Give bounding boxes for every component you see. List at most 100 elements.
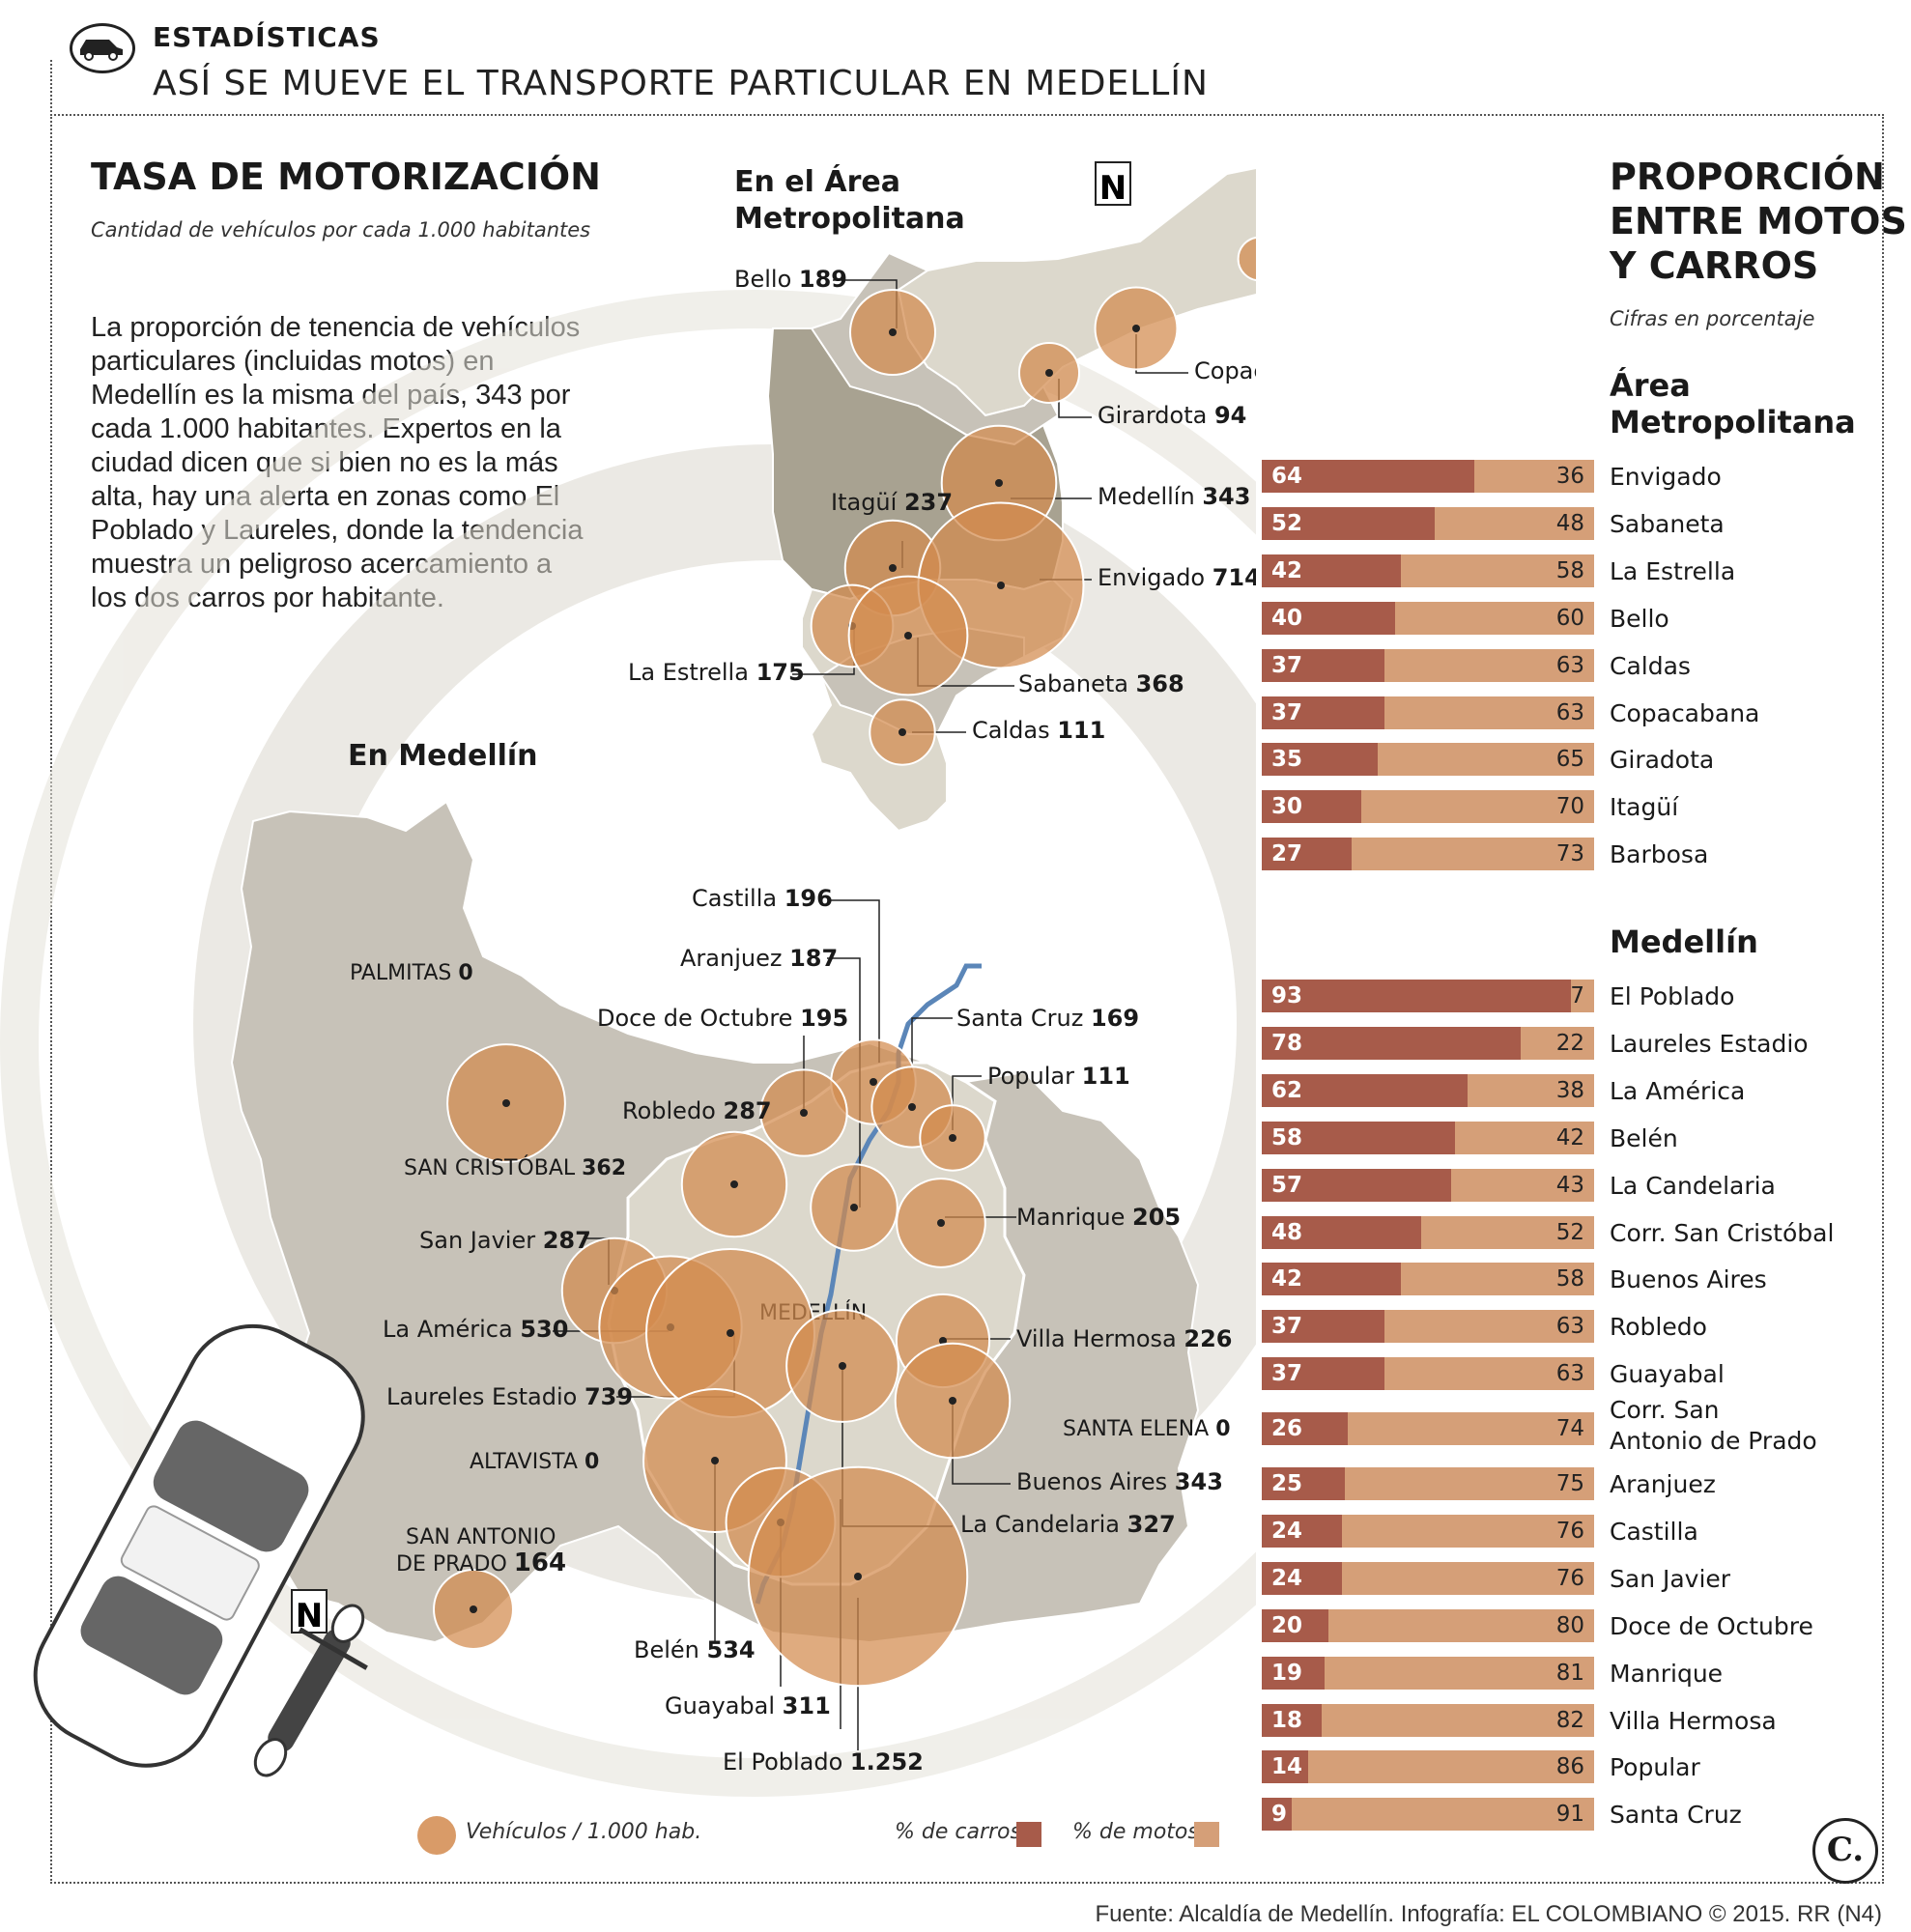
bubble-dot-villa-hermosa [939,1337,947,1345]
bar-cars-segment [1262,1026,1522,1060]
label-la-candelaria: La Candelaria 327 [960,1511,1176,1538]
bar-row: 24 76 [1262,1561,1594,1595]
bar-cars-value: 40 [1271,605,1303,631]
bubble-dot-santa-cruz [908,1103,916,1111]
label-manrique: Manrique 205 [1016,1204,1181,1231]
bubble-dot-san-antonio-de-prado [470,1605,477,1613]
bar-motos-segment [1570,980,1594,1012]
bar-category-label: Barbosa [1610,840,1709,869]
medellin-map-title: En Medellín [348,739,538,773]
label-san-javier: San Javier 287 [419,1227,591,1254]
bar-row: 42 58 [1262,1263,1594,1296]
bubble-dot-san-cristobal [502,1099,510,1107]
bar-motos-segment [1384,648,1594,682]
bar-motos-value: 91 [1555,1802,1584,1828]
bar-cars-segment [1262,1263,1402,1296]
bar-category-label: Laureles Estadio [1610,1029,1809,1058]
bar-cars-segment [1262,1467,1345,1500]
bar-row: 24 76 [1262,1514,1594,1548]
bubble-dot-el-poblado [854,1573,862,1580]
bar-cars-segment [1262,601,1395,635]
bar-motos-value: 22 [1555,1030,1584,1056]
bar-cars-segment [1262,696,1385,729]
bar-category-label: El Poblado [1610,982,1735,1010]
bar-motos-value: 43 [1555,1172,1584,1198]
bar-motos-value: 70 [1555,794,1584,820]
bar-cars-segment [1262,460,1475,493]
bar-category-label: San Javier [1610,1564,1731,1593]
bar-motos-segment [1474,460,1594,493]
bar-motos-value: 63 [1555,1314,1584,1340]
label-el-poblado: El Poblado 1.252 [723,1748,924,1776]
bar-category-label: La Estrella [1610,556,1736,585]
bar-row: 37 63 [1262,696,1594,729]
bar-cars-segment [1262,1168,1452,1202]
bar-row: 26 74 [1262,1412,1594,1446]
bar-row: 30 70 [1262,790,1594,824]
svg-text:N: N [296,1597,323,1635]
bar-category-label: Robledo [1610,1313,1707,1342]
bar-motos-value: 76 [1555,1565,1584,1591]
bar-category-label: Buenos Aires [1610,1265,1767,1294]
label-aranjuez: Aranjuez 187 [680,945,838,972]
bar-motos-value: 75 [1555,1471,1584,1496]
bar-cars-segment [1262,980,1571,1012]
bubble-dot-laureles-estadio [727,1329,734,1337]
bar-motos-segment [1401,554,1594,587]
bar-cars-value: 18 [1271,1707,1303,1733]
legend-motos-swatch [1194,1822,1219,1847]
proportion-heading-1: PROPORCIÓN [1610,156,1885,198]
bar-cars-segment [1262,1608,1328,1642]
bar-motos-segment [1348,1412,1594,1446]
bar-row: 93 7 [1262,980,1594,1012]
bar-row: 35 65 [1262,743,1594,777]
bar-motos-segment [1421,1215,1594,1249]
bubble-dot-popular [949,1134,956,1142]
proportion-subheading: Cifras en porcentaje [1610,307,1815,330]
bar-cars-value: 37 [1271,1361,1303,1387]
bar-category-label: La Candelaria [1610,1171,1776,1200]
label-sabaneta: Sabaneta 368 [1018,670,1184,697]
car-icon [33,1323,365,1768]
bar-motos-value: 7 [1570,983,1584,1009]
north-arrow-icon: N [291,1589,328,1635]
bar-row: 78 22 [1262,1026,1594,1060]
bar-row: 57 43 [1262,1168,1594,1202]
bubble-dot-aranjuez [870,1078,877,1086]
bar-row: 37 63 [1262,1310,1594,1344]
bar-row: 64 36 [1262,460,1594,493]
bubble-dot-copacabana [1132,325,1140,332]
bar-category-label: La América [1610,1076,1746,1105]
bar-cars-segment [1262,1656,1326,1690]
bar-row: 52 48 [1262,506,1594,540]
bar-category-label: Guayabal [1610,1360,1725,1389]
bar-cars-value: 24 [1271,1565,1303,1591]
bar-motos-value: 52 [1555,1219,1584,1245]
bar-motos-value: 63 [1555,652,1584,678]
area-bars-heading-1: Área [1610,367,1691,404]
bar-cars-segment [1262,1561,1342,1595]
bar-cars-segment [1262,506,1435,540]
label-medellin: Medellín 343 [1098,483,1250,510]
bar-category-label: Aranjuez [1610,1470,1716,1498]
bar-row: 37 63 [1262,1357,1594,1391]
infographic-frame [50,114,1884,1884]
bar-motos-value: 58 [1555,1266,1584,1293]
el-colombiano-logo: C. [1812,1818,1878,1884]
bar-row: 19 81 [1262,1656,1594,1690]
bubble-dot-itagui [889,564,897,572]
bar-motos-value: 81 [1555,1660,1584,1686]
bar-cars-segment [1262,743,1379,777]
label-envigado: Envigado 714 [1098,564,1256,591]
legend-cars-swatch [1016,1822,1041,1847]
bubble-dot-envigado [997,582,1005,589]
bar-motos-segment [1321,1703,1594,1737]
bar-motos-segment [1384,696,1594,729]
bar-row: 48 52 [1262,1215,1594,1249]
bar-motos-segment [1341,1514,1594,1548]
bubble-dot-manrique [937,1219,945,1227]
bar-category-label: Popular [1610,1753,1700,1782]
bar-cars-value: 62 [1271,1077,1303,1103]
bar-category-label: Copacabana [1610,698,1760,727]
label-copacabana: Copacabana 176 [1194,357,1256,384]
